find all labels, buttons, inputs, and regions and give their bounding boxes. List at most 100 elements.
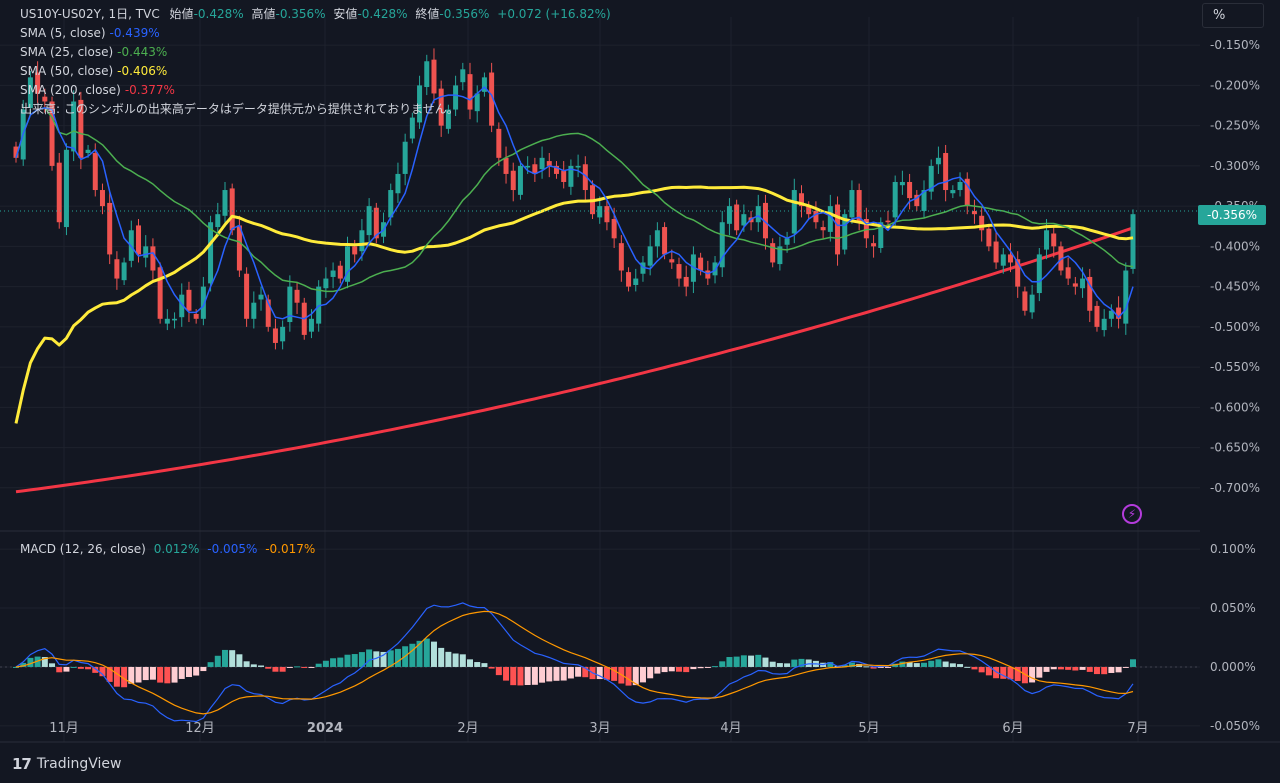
macd-histogram-bar (632, 666, 639, 686)
symbol-line[interactable]: US10Y-US02Y, 1日, TVC (20, 7, 160, 21)
macd-histogram-bar (77, 666, 84, 669)
candle-body (654, 230, 660, 247)
macd-histogram-bar (351, 654, 358, 667)
candle-body (431, 59, 437, 94)
macd-histogram-bar (459, 654, 466, 667)
change-value: +0.072 (+16.82%) (497, 7, 611, 21)
macd-histogram-bar (1072, 666, 1079, 671)
lightning-icon[interactable]: ⚡ (1122, 504, 1142, 524)
open-label: 始値 (169, 7, 194, 21)
macd-histogram-bar (416, 640, 423, 667)
macd-histogram-bar (63, 666, 70, 672)
candle-body (92, 153, 98, 191)
macd-histogram-bar (560, 666, 567, 681)
macd-histogram-bar (92, 666, 99, 673)
macd-histogram-bar (712, 666, 719, 668)
sma50-legend[interactable]: SMA (50, close) -0.406% (20, 62, 167, 81)
time-tick-label: 11月 (49, 721, 79, 736)
candle-body (806, 206, 812, 215)
macd-histogram-bar (654, 666, 661, 674)
candle-body (914, 194, 920, 207)
macd-histogram-bar (582, 666, 589, 678)
candle-body (921, 190, 927, 211)
macd-histogram-bar (380, 651, 387, 667)
macd-histogram-bar (524, 666, 531, 686)
candle-body (553, 165, 559, 174)
candle-body (27, 77, 33, 108)
candle-body (164, 318, 170, 324)
macd-histogram-bar (863, 666, 870, 668)
candle-body (755, 206, 761, 223)
signal-line (15, 610, 1134, 715)
candle-body (395, 173, 401, 194)
macd-histogram-bar (286, 666, 293, 668)
macd-legend[interactable]: MACD (12, 26, close) 0.012% -0.005% -0.0… (20, 540, 315, 559)
macd-histogram-bar (603, 666, 610, 680)
candle-body (215, 214, 221, 228)
candle-body (467, 74, 473, 110)
sma200-legend[interactable]: SMA (200, close) -0.377% (20, 81, 175, 100)
macd-histogram-bar (978, 666, 985, 673)
candle-body (770, 243, 776, 263)
candle-body (532, 164, 538, 174)
macd-histogram-bar (128, 666, 135, 684)
candle-body (1044, 230, 1050, 250)
candle-body (885, 220, 891, 223)
time-tick-label: 2月 (457, 721, 478, 736)
macd-histogram-bar (639, 666, 646, 683)
time-tick-label: 5月 (858, 721, 879, 736)
tradingview-logo-icon: 17 (12, 755, 32, 773)
macd-histogram-bar (1086, 666, 1093, 672)
macd-histogram-bar (121, 666, 128, 688)
candle-body (604, 206, 610, 223)
macd-histogram-bar (1029, 666, 1036, 683)
sma5-line (15, 86, 1134, 320)
macd-histogram-bar (250, 664, 257, 667)
macd-histogram-bar (848, 662, 855, 667)
candle-body (517, 165, 523, 195)
macd-histogram-bar (178, 666, 185, 679)
sma5-legend[interactable]: SMA (5, close) -0.439% (20, 24, 160, 43)
candle-body (208, 222, 214, 284)
macd-histogram-bar (49, 663, 56, 667)
macd-histogram-bar (99, 666, 106, 677)
tradingview-footer[interactable]: 17 TradingView (12, 752, 121, 776)
macd-histogram-bar (366, 649, 373, 667)
macd-histogram-bar (841, 665, 848, 667)
macd-histogram-bar (1021, 666, 1028, 684)
candle-body (561, 170, 567, 182)
candle-body (979, 215, 985, 231)
sma25-legend[interactable]: SMA (25, close) -0.443% (20, 43, 167, 62)
candle-body (510, 170, 516, 191)
sma50-value: -0.406% (117, 64, 168, 78)
candle-body (546, 161, 552, 166)
candle-body (200, 286, 206, 319)
macd-histogram-bar (964, 666, 971, 668)
macd-histogram-bar (899, 661, 906, 667)
price-tick-label: -0.150% (1210, 38, 1260, 52)
candle-body (229, 188, 235, 231)
macd-histogram-bar (921, 662, 928, 667)
tradingview-brand: TradingView (36, 756, 122, 772)
candle-body (222, 190, 228, 216)
candle-body (308, 318, 314, 332)
percent-unit-button[interactable]: % (1202, 3, 1264, 28)
volume-note: 出来高: このシンボルの出来高データはデータ提供元から提供されておりません。 (20, 100, 459, 119)
candle-body (899, 181, 905, 186)
macd-histogram-bar (913, 663, 920, 667)
candle-body (316, 286, 322, 324)
macd-histogram-bar (517, 666, 524, 686)
macd-histogram-bar (942, 661, 949, 667)
macd-histogram-bar (279, 666, 286, 672)
candle-body (986, 228, 992, 247)
macd-histogram-bar (221, 649, 228, 667)
candle-body (856, 190, 862, 223)
candle-body (863, 219, 869, 239)
candle-body (1007, 254, 1013, 263)
candle-body (662, 227, 668, 255)
sma50-label: SMA (50, close) (20, 64, 114, 78)
candle-body (172, 318, 178, 321)
macd-histogram-bar (185, 666, 192, 678)
price-tick-label: -0.650% (1210, 441, 1260, 455)
